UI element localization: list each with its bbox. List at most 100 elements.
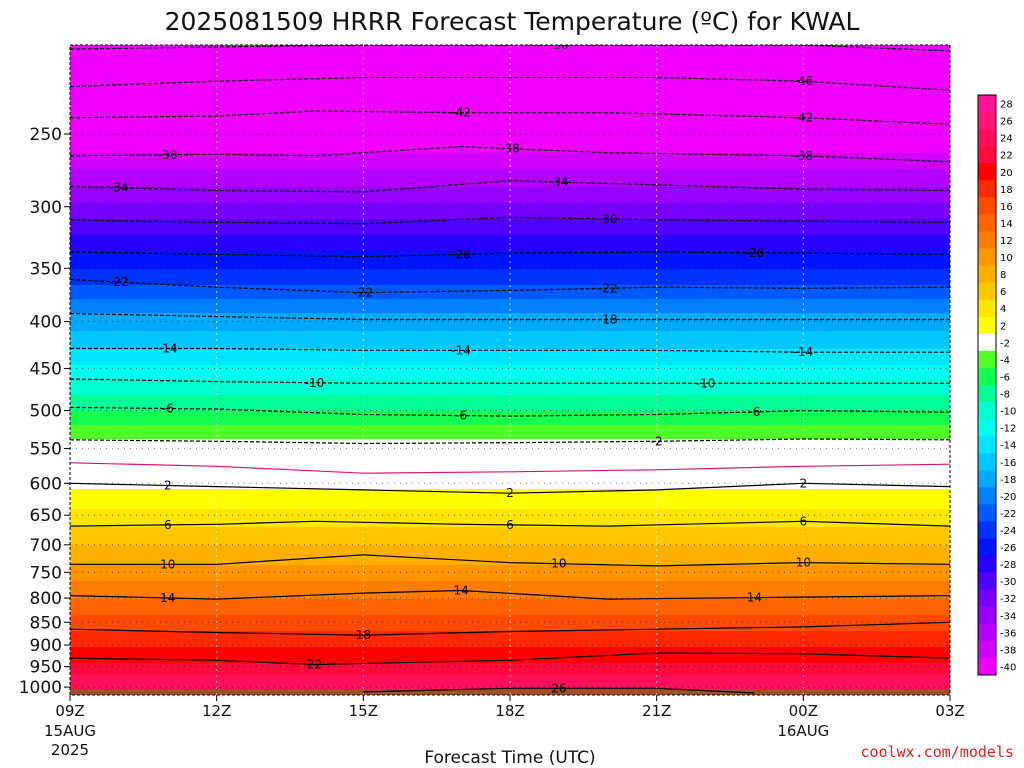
colorbar-swatch [978, 299, 996, 318]
temperature-band [70, 569, 950, 572]
colorbar-label: -4 [1000, 355, 1010, 366]
temperature-band [70, 307, 950, 310]
y-tick-label: 900 [30, 636, 62, 656]
colorbar-swatch [978, 453, 996, 471]
temperature-band [70, 55, 950, 58]
temperature-band [70, 157, 950, 160]
contour-label: -42 [794, 111, 814, 125]
temperature-band [70, 317, 950, 320]
temperature-band [70, 445, 950, 448]
temperature-band [70, 457, 950, 460]
colorbar-label: -26 [1000, 543, 1016, 554]
contour-label: 10 [796, 556, 811, 570]
temperature-band [70, 299, 950, 302]
colorbar-label: -32 [1000, 594, 1016, 605]
temperature-band [70, 133, 950, 136]
temperature-band [70, 343, 950, 346]
temperature-band [70, 461, 950, 464]
temperature-band [70, 505, 950, 508]
colorbar-label: 12 [1000, 236, 1013, 247]
temperature-band [70, 301, 950, 304]
contour-label: -6 [162, 401, 174, 415]
temperature-band [70, 355, 950, 358]
contour-line [70, 278, 950, 294]
colorbar-label: 4 [1000, 304, 1006, 315]
colorbar-label: -36 [1000, 628, 1016, 639]
temperature-band [70, 287, 950, 290]
temperature-band [70, 611, 950, 614]
temperature-band [70, 217, 950, 220]
colorbar-swatch [978, 95, 996, 113]
contour-line [70, 312, 950, 321]
y-tick-label: 650 [30, 506, 62, 526]
temperature-band [70, 535, 950, 538]
colorbar-label: -28 [1000, 560, 1016, 571]
colorbar-label: 6 [1000, 287, 1006, 298]
temperature-band [70, 91, 950, 94]
temperature-band [70, 197, 950, 200]
temperature-band [70, 367, 950, 370]
contour-line [70, 462, 950, 474]
x-tick-label: 21Z [642, 702, 671, 720]
temperature-band [70, 493, 950, 496]
colorbar-swatch [978, 555, 996, 573]
temperature-band [70, 113, 950, 116]
temperature-band [70, 529, 950, 532]
temperature-band [70, 329, 950, 332]
temperature-band [70, 359, 950, 362]
temperature-band [70, 53, 950, 56]
temperature-band [70, 209, 950, 212]
temperature-band [70, 239, 950, 242]
temperature-band [70, 665, 950, 668]
colorbar-swatch [978, 146, 996, 164]
temperature-band [70, 413, 950, 416]
temperature-band [70, 601, 950, 604]
temperature-band [70, 623, 950, 626]
temperature-band [70, 337, 950, 340]
temperature-band [70, 377, 950, 380]
contour-label: -34 [109, 181, 129, 195]
temperature-band [70, 311, 950, 314]
temperature-band [70, 115, 950, 118]
temperature-band [70, 265, 950, 268]
temperature-band [70, 551, 950, 554]
contour-label: -2 [651, 434, 663, 448]
temperature-band [70, 427, 950, 430]
temperature-band [70, 667, 950, 670]
temperature-band [70, 463, 950, 466]
temperature-band [70, 581, 950, 584]
contour-line [70, 110, 950, 125]
temperature-band [70, 595, 950, 598]
temperature-band [70, 443, 950, 446]
contour-label: -26 [745, 246, 765, 260]
temperature-band [70, 475, 950, 478]
temperature-band [70, 247, 950, 250]
colorbar-label: -8 [1000, 390, 1010, 401]
contour-line [70, 45, 950, 52]
temperature-band [70, 259, 950, 262]
contour-label: -10 [305, 376, 325, 390]
temperature-band [70, 485, 950, 488]
contour-line [70, 216, 950, 225]
temperature-band [70, 341, 950, 344]
temperature-band [70, 559, 950, 562]
colorbar-frame [977, 94, 997, 676]
temperature-band [70, 347, 950, 350]
contour-line [70, 520, 950, 527]
contour-label: -18 [598, 313, 618, 327]
contour-label: -34 [549, 175, 569, 189]
temperature-band [70, 325, 950, 328]
temperature-band [70, 101, 950, 104]
temperature-band [70, 577, 950, 580]
temperature-band [70, 617, 950, 620]
temperature-band [70, 437, 950, 440]
y-tick-label: 950 [30, 658, 62, 678]
temperature-band [70, 203, 950, 206]
contour-line [70, 621, 950, 636]
colorbar-label: -30 [1000, 577, 1016, 588]
temperature-band [70, 251, 950, 254]
temperature-band [70, 509, 950, 512]
temperature-band [70, 409, 950, 412]
